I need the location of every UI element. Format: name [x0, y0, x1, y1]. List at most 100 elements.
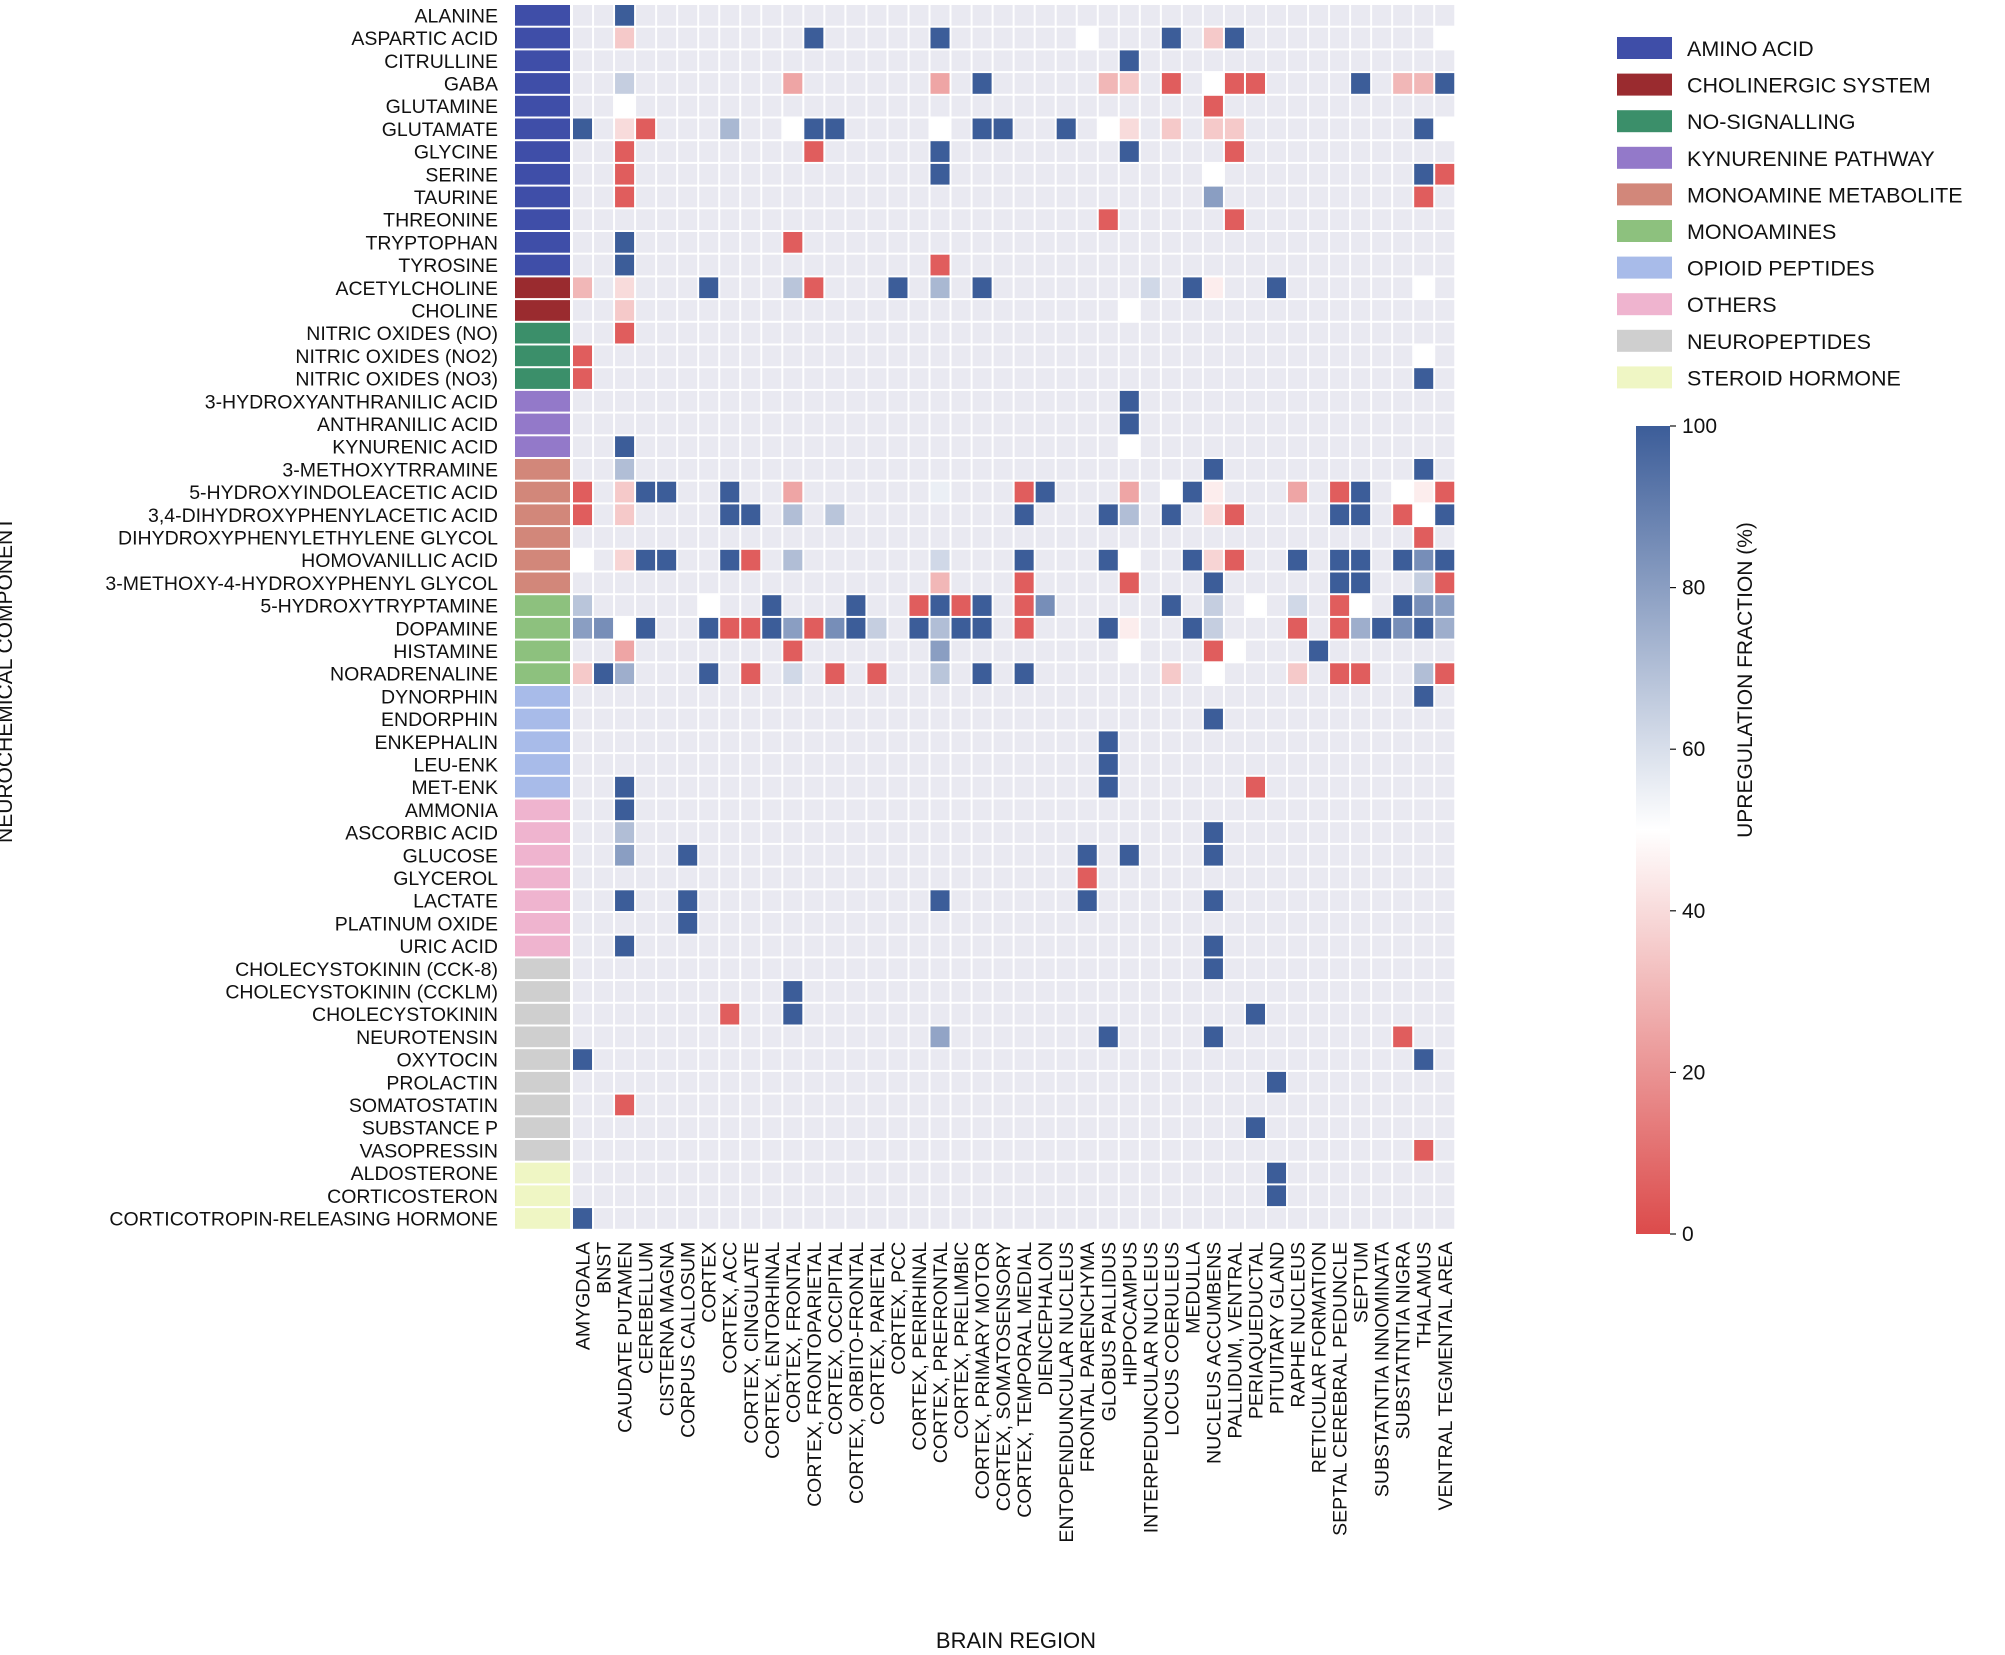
heatmap-cell-empty: [804, 663, 824, 684]
heatmap-cell-empty: [972, 186, 992, 208]
heatmap-cell-empty: [825, 1162, 845, 1184]
heatmap-cell-empty: [1414, 1026, 1434, 1048]
heatmap-cell-empty: [1182, 27, 1202, 49]
heatmap-cell-empty: [762, 322, 782, 344]
heatmap-cell-empty: [1393, 981, 1413, 1002]
heatmap-cell: [783, 504, 803, 526]
heatmap-cell-empty: [1245, 413, 1265, 435]
heatmap-cell-empty: [1140, 731, 1160, 753]
heatmap-cell-empty: [594, 209, 614, 230]
heatmap-cell-empty: [804, 95, 824, 117]
heatmap-cell: [573, 345, 593, 367]
heatmap-cell-empty: [741, 254, 761, 276]
heatmap-cell-empty: [1288, 527, 1308, 548]
heatmap-cell-empty: [1098, 232, 1118, 253]
heatmap-cell-empty: [720, 277, 740, 299]
heatmap-cell-empty: [1056, 481, 1076, 503]
heatmap-cell-empty: [846, 958, 866, 980]
heatmap-cell-empty: [1056, 254, 1076, 276]
heatmap-cell-empty: [636, 413, 656, 435]
row-label-nitric-oxides-no3: NITRIC OXIDES (NO3): [295, 369, 498, 391]
heatmap-cell: [1098, 731, 1118, 753]
heatmap-cell-empty: [594, 1094, 614, 1116]
heatmap-cell-empty: [783, 368, 803, 389]
heatmap-cell-empty: [1056, 640, 1076, 662]
heatmap-cell-empty: [678, 640, 698, 662]
heatmap-cell-empty: [1077, 799, 1097, 821]
heatmap-cell-empty: [1393, 844, 1413, 866]
heatmap-cell-empty: [594, 776, 614, 798]
category-swatch-amino-acid: [515, 209, 570, 230]
heatmap-cell-empty: [930, 1071, 950, 1093]
heatmap-cell-empty: [720, 1049, 740, 1070]
heatmap-cell-empty: [1182, 390, 1202, 412]
heatmap-cell-empty: [1266, 322, 1287, 344]
heatmap-cell: [930, 1026, 950, 1048]
heatmap-cell-empty: [762, 663, 782, 684]
heatmap-cell-empty: [1288, 277, 1308, 299]
heatmap-cell-empty: [1414, 913, 1434, 934]
heatmap-cell-empty: [1182, 1208, 1202, 1229]
heatmap-cell: [1077, 867, 1097, 889]
heatmap-cell-empty: [636, 1117, 656, 1138]
heatmap-cell-empty: [972, 1117, 992, 1138]
heatmap-cell-empty: [1435, 459, 1455, 480]
heatmap-cell-empty: [1393, 890, 1413, 911]
heatmap-cell-empty: [1077, 708, 1097, 730]
heatmap-cell-empty: [1035, 1140, 1055, 1161]
heatmap-cell-empty: [1266, 73, 1287, 94]
heatmap-cell-empty: [930, 754, 950, 775]
heatmap-cell-empty: [930, 935, 950, 957]
heatmap-cell-empty: [783, 776, 803, 798]
heatmap-cell-empty: [1372, 95, 1392, 117]
heatmap-cell-empty: [804, 390, 824, 412]
heatmap-cell: [1435, 481, 1455, 503]
heatmap-cell-empty: [1372, 1071, 1392, 1093]
heatmap-cell-empty: [657, 345, 677, 367]
heatmap-cell-empty: [783, 5, 803, 26]
heatmap-cell-empty: [825, 1117, 845, 1138]
heatmap-cell-empty: [1098, 1094, 1118, 1116]
heatmap-cell-empty: [888, 1185, 908, 1207]
category-swatch-kynurenine-pathway: [515, 413, 570, 435]
heatmap-cell-empty: [1161, 436, 1181, 457]
heatmap-cell-empty: [783, 686, 803, 707]
heatmap-cell-empty: [783, 1208, 803, 1229]
heatmap-cell-empty: [1056, 754, 1076, 775]
heatmap-cell-empty: [741, 1117, 761, 1138]
heatmap-cell-empty: [699, 1003, 719, 1025]
heatmap-cell-empty: [1393, 1208, 1413, 1229]
heatmap-cell-empty: [741, 686, 761, 707]
heatmap-cell-empty: [972, 981, 992, 1002]
heatmap-cell-empty: [699, 1162, 719, 1184]
heatmap-cell-empty: [1372, 186, 1392, 208]
heatmap-cell-empty: [1288, 981, 1308, 1002]
heatmap-cell-empty: [1435, 867, 1455, 889]
heatmap-cell-empty: [636, 95, 656, 117]
heatmap-cell-empty: [930, 5, 950, 26]
heatmap-cell-empty: [1119, 459, 1139, 480]
heatmap-cell-empty: [1309, 413, 1329, 435]
heatmap-cell-empty: [678, 390, 698, 412]
row-label-glycerol: GLYCEROL: [393, 868, 498, 890]
category-swatch-monoamine-metabolite: [515, 549, 570, 571]
column-label-cortex-entorhinal: CORTEX, ENTORHINAL: [762, 1242, 784, 1459]
heatmap-cell-empty: [1309, 686, 1329, 707]
heatmap-cell-empty: [972, 504, 992, 526]
heatmap-cell-empty: [636, 686, 656, 707]
heatmap-cell-empty: [1014, 958, 1034, 980]
heatmap-cell-empty: [1309, 890, 1329, 911]
heatmap-cell-empty: [972, 754, 992, 775]
heatmap-cell-empty: [1119, 368, 1139, 389]
heatmap-cell-empty: [699, 1071, 719, 1093]
heatmap-cell-empty: [825, 73, 845, 94]
heatmap-cell-empty: [1098, 708, 1118, 730]
heatmap-cell-empty: [1288, 572, 1308, 594]
heatmap-cell-empty: [888, 118, 908, 140]
heatmap-cell-empty: [699, 141, 719, 162]
heatmap-cell-empty: [1224, 1026, 1244, 1048]
heatmap-cell-empty: [867, 935, 887, 957]
heatmap-cell-empty: [720, 254, 740, 276]
heatmap-cell-empty: [1098, 958, 1118, 980]
heatmap-cell-empty: [594, 5, 614, 26]
